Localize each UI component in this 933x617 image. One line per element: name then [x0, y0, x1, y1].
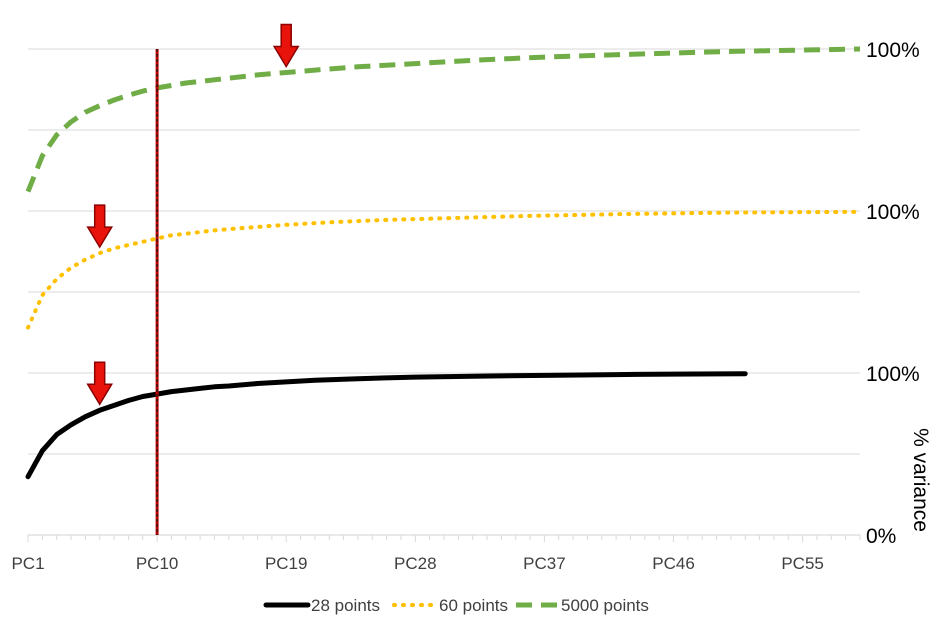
series-line-60-points [26, 209, 862, 330]
down-arrow-icon [86, 204, 114, 249]
down-arrow-icon [272, 23, 300, 68]
x-tick-label: PC28 [394, 554, 437, 573]
arrows-layer [86, 23, 300, 406]
series-line-28-points [25, 371, 748, 480]
gridlines [28, 48, 860, 455]
x-tick-label: PC46 [652, 554, 695, 573]
right-axis-labels: 100% 100% 100% 0% [866, 39, 920, 548]
x-tick-label: PC10 [136, 554, 179, 573]
x-tick-label: PC55 [781, 554, 824, 573]
legend-label: 60 points [439, 596, 508, 615]
y-axis-title: % variance [909, 428, 932, 532]
legend: 28 points 60 points 5000 points [263, 596, 649, 615]
legend-label: 28 points [311, 596, 380, 615]
right-axis-label: 100% [866, 39, 920, 62]
series-line-5000-points [25, 46, 861, 193]
down-arrow-icon [86, 361, 114, 406]
x-tick-label: PC19 [265, 554, 308, 573]
legend-label: 5000 points [561, 596, 649, 615]
x-tick-label: PC37 [523, 554, 566, 573]
right-axis-label: 100% [866, 201, 920, 224]
right-axis-label: 100% [866, 363, 920, 386]
x-tick-label: PC1 [11, 554, 44, 573]
x-axis-tick-labels: PC1 PC10 PC19 PC28 PC37 PC46 PC55 [11, 554, 823, 573]
series-layer [25, 46, 862, 480]
right-axis-label: 0% [866, 525, 896, 548]
x-axis-ticks [27, 535, 861, 542]
